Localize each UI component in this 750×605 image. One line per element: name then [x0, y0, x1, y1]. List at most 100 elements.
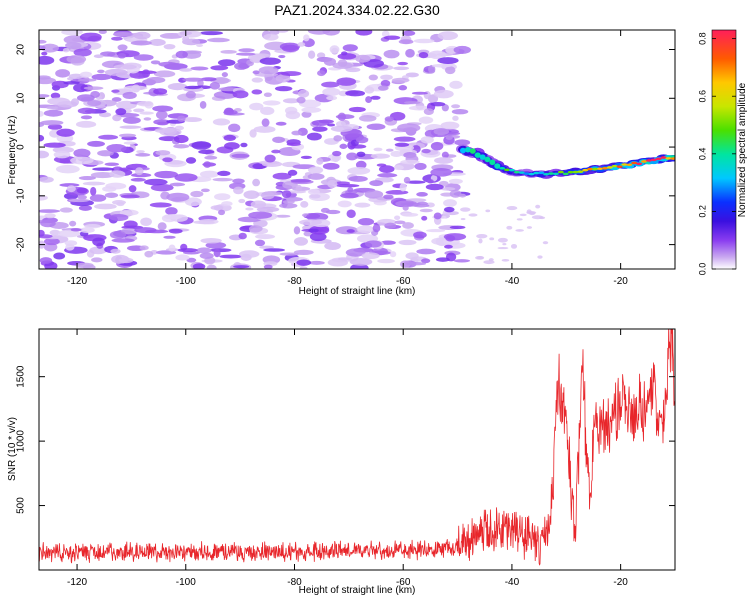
noise-blob — [149, 202, 172, 208]
noise-blob — [423, 108, 434, 115]
noise-blob — [489, 237, 495, 241]
noise-blob — [79, 227, 95, 234]
noise-blob — [377, 85, 389, 91]
ridge-blob — [494, 163, 501, 169]
noise-blob — [426, 228, 446, 233]
noise-blob — [255, 234, 276, 240]
noise-blob — [497, 237, 508, 243]
ridge-blob — [523, 172, 530, 175]
noise-blob — [324, 242, 341, 251]
noise-blob — [111, 97, 122, 102]
ridge-blob — [499, 166, 506, 170]
noise-blob — [130, 177, 146, 182]
x-tick-label: -100 — [176, 276, 196, 287]
noise-blob — [205, 241, 227, 249]
noise-blob — [441, 104, 449, 112]
noise-blob — [421, 258, 431, 264]
ridge-blob — [587, 167, 594, 171]
noise-blob — [428, 64, 436, 74]
noise-blob — [405, 72, 419, 78]
noise-blob — [317, 70, 326, 77]
noise-blob — [377, 173, 398, 178]
noise-blob — [384, 116, 394, 122]
chart-title: PAZ1.2024.334.02.22.G30 — [274, 2, 440, 18]
noise-blob — [253, 125, 276, 133]
noise-blob — [281, 190, 292, 198]
noise-blob — [279, 252, 300, 256]
noise-blob — [98, 134, 119, 140]
noise-blob — [150, 183, 174, 192]
noise-blob — [167, 83, 188, 91]
noise-blob — [391, 77, 410, 83]
noise-blob — [261, 191, 275, 200]
ridge-blob — [557, 170, 564, 174]
noise-blob — [316, 52, 326, 59]
noise-blob — [337, 200, 352, 208]
noise-blob — [219, 254, 243, 259]
noise-blob — [173, 144, 190, 149]
snr-background — [39, 329, 675, 570]
noise-blob — [259, 57, 281, 65]
noise-blob — [263, 264, 273, 269]
noise-blob — [443, 199, 457, 207]
noise-blob — [168, 228, 183, 234]
noise-blob — [73, 83, 89, 93]
noise-blob — [220, 49, 237, 54]
noise-blob — [64, 240, 78, 247]
noise-blob — [383, 49, 400, 59]
noise-blob — [476, 255, 485, 260]
noise-blob — [49, 229, 61, 236]
noise-blob — [355, 160, 367, 169]
noise-blob — [349, 257, 373, 266]
noise-blob — [137, 101, 153, 107]
noise-blob — [309, 232, 327, 242]
ridge-blob — [567, 170, 574, 174]
noise-blob — [385, 148, 394, 152]
noise-blob — [275, 121, 287, 126]
noise-blob — [393, 165, 404, 171]
noise-blob — [460, 207, 471, 212]
noise-blob — [336, 77, 357, 86]
y-tick-label: -10 — [16, 188, 27, 203]
noise-blob — [201, 77, 217, 82]
noise-blob — [39, 94, 50, 98]
x-tick-label: -40 — [505, 577, 520, 588]
noise-blob — [163, 235, 176, 239]
noise-blob — [445, 134, 453, 140]
noise-blob — [67, 77, 74, 81]
noise-blob — [497, 246, 509, 250]
noise-blob — [162, 157, 173, 163]
noise-blob — [232, 90, 249, 99]
y-tick-label: 1500 — [16, 365, 27, 388]
noise-blob — [451, 108, 469, 115]
noise-blob — [370, 153, 391, 159]
snr-x-ticks: -120 -100 -80 -60 -40 -20 — [67, 329, 628, 588]
noise-blob — [165, 207, 178, 216]
noise-blob — [400, 159, 420, 165]
noise-blob — [378, 165, 395, 173]
noise-blob — [402, 30, 416, 36]
noise-blob — [399, 183, 407, 192]
noise-blob — [335, 114, 355, 120]
noise-blob — [100, 51, 116, 57]
noise-blob — [105, 182, 127, 190]
noise-blob — [380, 74, 393, 81]
noise-blob — [79, 32, 102, 42]
noise-blob — [217, 59, 236, 67]
noise-blob — [66, 185, 76, 193]
ridge-blob — [504, 168, 511, 172]
noise-blob — [150, 60, 161, 65]
noise-blob — [287, 169, 298, 176]
noise-blob — [306, 132, 322, 141]
snr-frame — [38, 328, 676, 571]
noise-blob — [301, 106, 322, 113]
x-tick-label: -80 — [287, 577, 302, 588]
noise-blob — [355, 54, 371, 63]
noise-blob — [252, 70, 260, 75]
noise-blob — [77, 78, 97, 82]
y-tick-label: 20 — [16, 44, 27, 56]
noise-blob — [70, 98, 80, 106]
noise-blob — [377, 258, 395, 264]
ridge-blob — [474, 152, 481, 158]
noise-blob — [39, 150, 50, 159]
